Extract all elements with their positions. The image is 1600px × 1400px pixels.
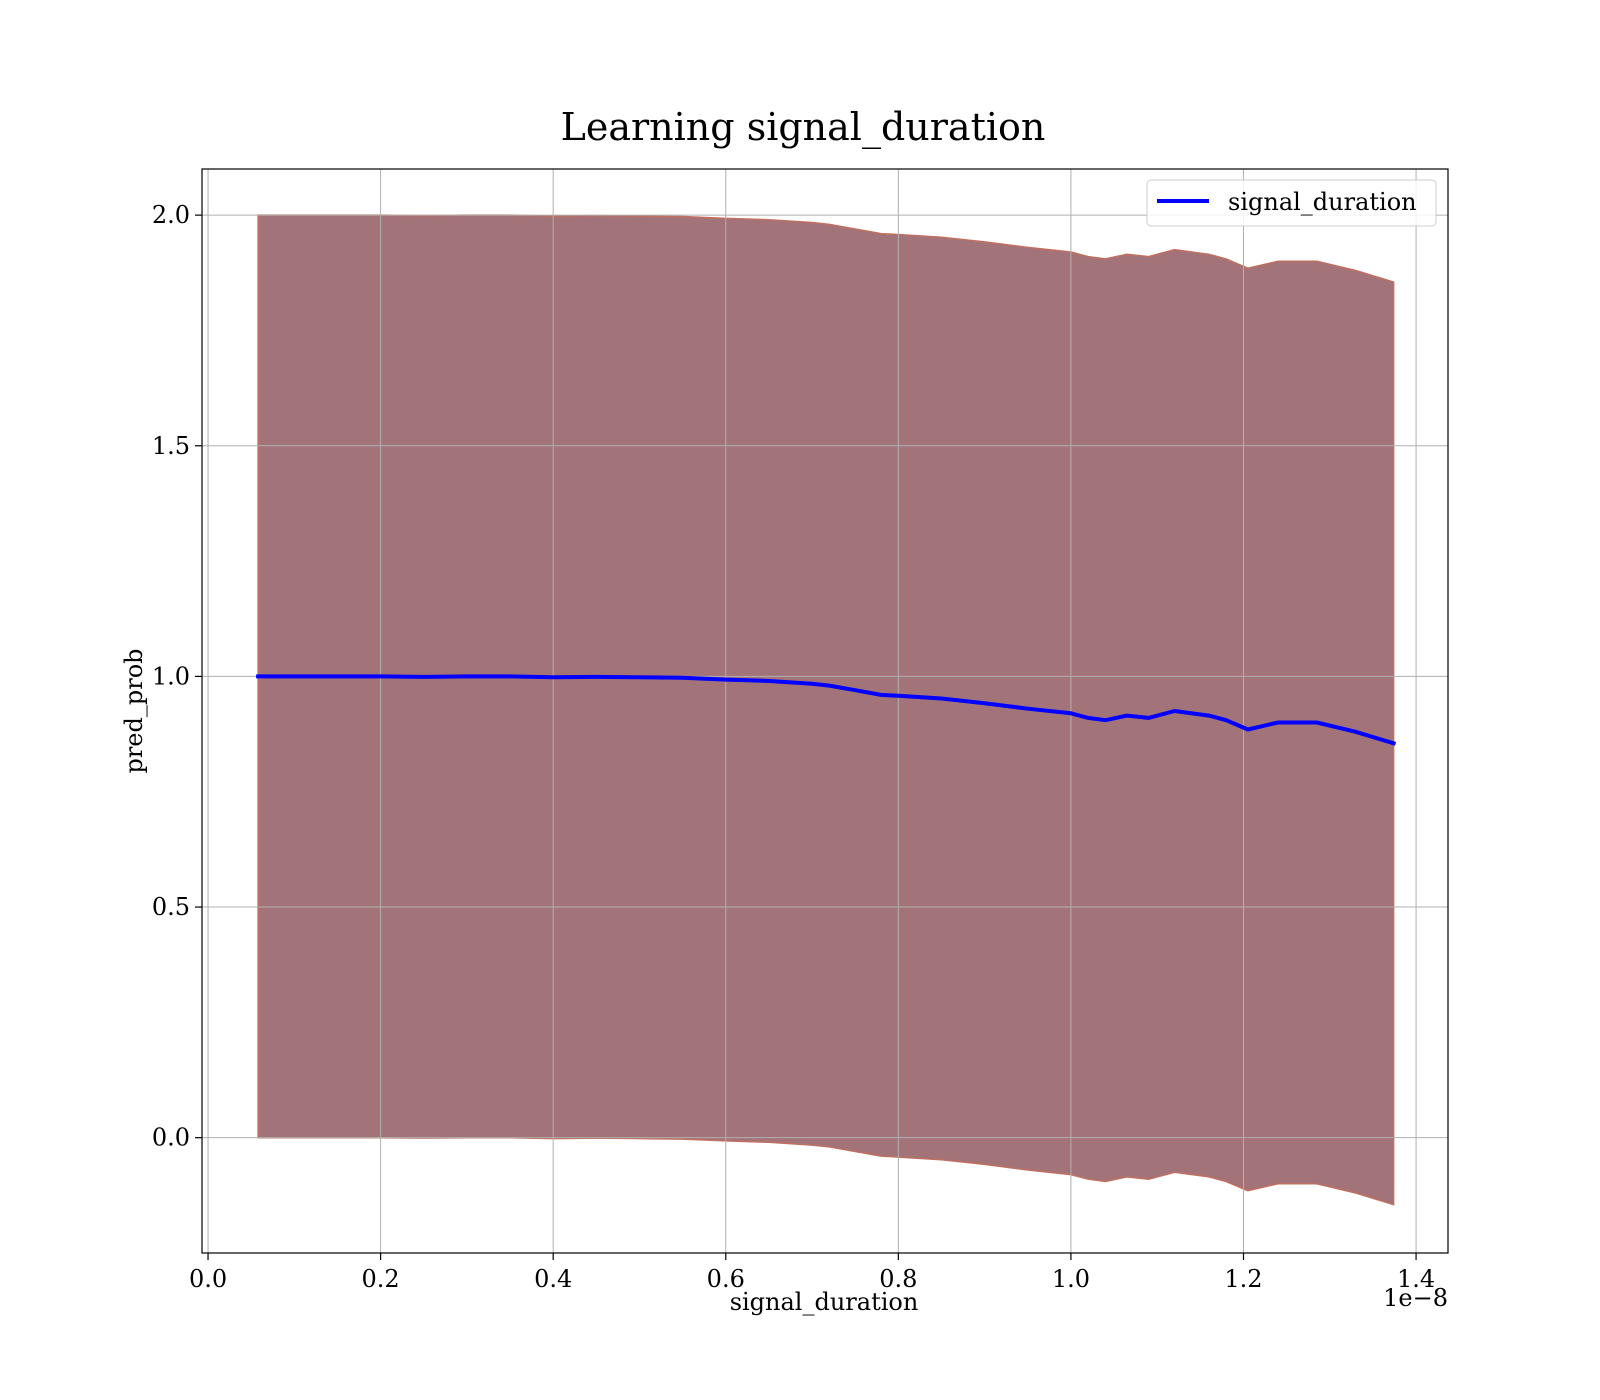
y-tick-label-3: 1.5 <box>152 432 190 460</box>
series-line-0 <box>256 674 1397 746</box>
y-tick-label-0: 0.0 <box>152 1124 190 1152</box>
chart-title: Learning signal_duration <box>561 105 1046 150</box>
series-line-layer <box>256 674 1397 746</box>
y-tick-label-1: 0.5 <box>152 893 190 921</box>
y-axis-label: pred_prob <box>120 648 148 773</box>
y-tick-label-2: 1.0 <box>152 662 190 690</box>
x-tick-label-1: 0.2 <box>362 1265 400 1293</box>
x-axis-offset-label: 1e−8 <box>1383 1284 1448 1312</box>
x-tick-label-2: 0.4 <box>534 1265 572 1293</box>
x-tick-label-5: 1.0 <box>1052 1265 1090 1293</box>
x-tick-label-4: 0.8 <box>879 1265 917 1293</box>
confidence-band <box>257 214 1395 1206</box>
x-tick-label-0: 0.0 <box>189 1265 227 1293</box>
y-tick-label-4: 2.0 <box>152 201 190 229</box>
grid-layer <box>202 169 1448 1253</box>
plot-frame <box>201 168 1449 1254</box>
x-tick-label-3: 0.6 <box>707 1265 745 1293</box>
legend: signal_duration <box>1146 179 1437 227</box>
y-axis: 0.0 0.5 1.0 1.5 2.0 <box>152 201 202 1152</box>
plot-area <box>201 168 1449 1254</box>
legend-label: signal_duration <box>1228 188 1417 216</box>
x-axis: 0.0 0.2 0.4 0.6 0.8 1.0 1.2 1.4 <box>189 1253 1435 1293</box>
confidence-band-layer <box>257 214 1395 1206</box>
x-tick-label-7: 1.4 <box>1397 1265 1435 1293</box>
x-axis-label: signal_duration <box>730 1288 919 1316</box>
x-tick-label-6: 1.2 <box>1224 1265 1262 1293</box>
legend-box <box>1146 179 1437 227</box>
